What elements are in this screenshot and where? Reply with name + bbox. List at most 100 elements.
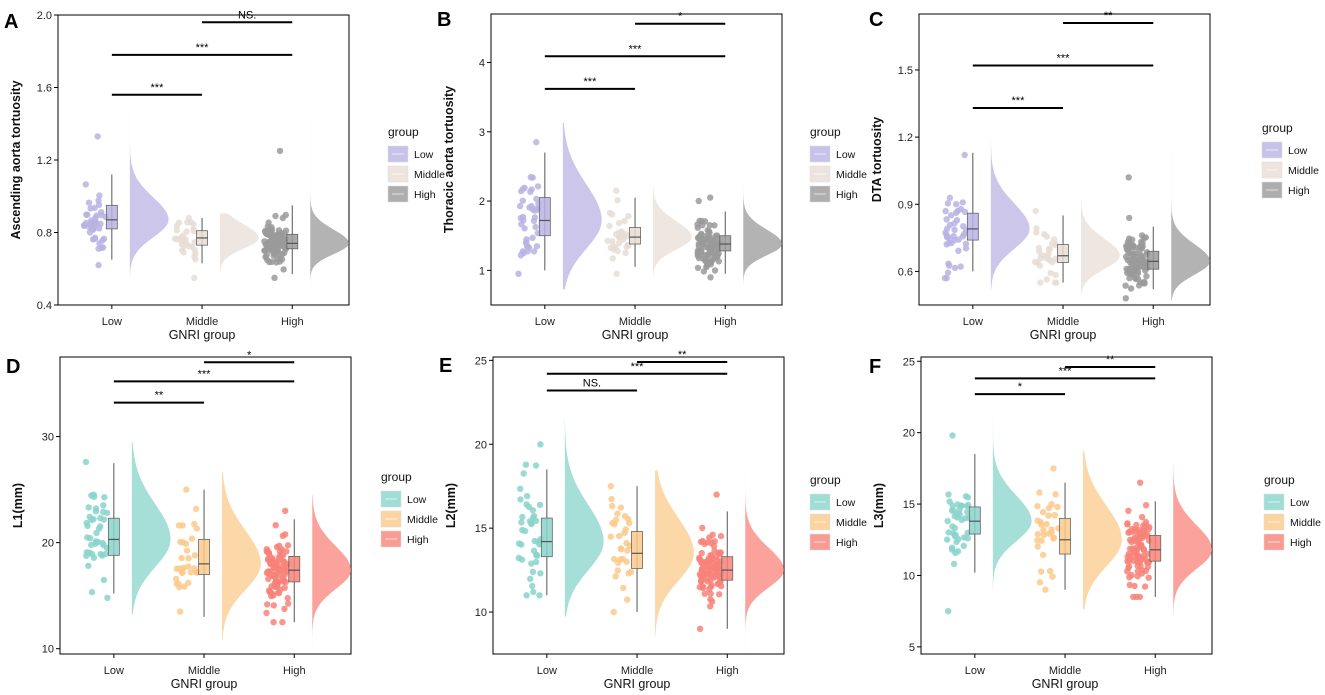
y-tick-label: 5	[909, 642, 915, 654]
data-point	[1141, 583, 1149, 590]
data-point	[943, 216, 950, 223]
panel-letter: E	[439, 355, 452, 377]
data-point	[958, 502, 965, 509]
box-middle	[1057, 244, 1069, 263]
panel-letter: D	[6, 356, 20, 378]
data-point	[625, 212, 632, 220]
box-high	[719, 235, 732, 252]
data-point	[97, 550, 104, 558]
data-point	[604, 237, 611, 245]
data-point	[100, 508, 107, 516]
data-point	[714, 580, 721, 588]
data-point	[1042, 586, 1049, 593]
data-point	[100, 576, 108, 584]
data-point	[951, 237, 958, 244]
data-point	[1128, 538, 1135, 546]
data-point	[1134, 533, 1141, 540]
y-axis-label: Ascending aorta tortuosity	[9, 80, 23, 239]
y-tick-label: 4	[479, 58, 485, 70]
data-point	[537, 570, 544, 577]
panel-letter: A	[4, 11, 18, 33]
data-point	[623, 233, 630, 240]
data-point	[88, 541, 95, 549]
data-point	[185, 563, 192, 570]
y-tick-label: 15	[475, 523, 487, 535]
data-point	[265, 587, 273, 594]
data-point	[530, 217, 538, 224]
data-point	[276, 567, 283, 574]
data-point	[272, 248, 280, 255]
box-low	[966, 212, 979, 241]
violin-low	[992, 410, 1032, 594]
data-point	[191, 274, 198, 281]
data-point	[942, 207, 949, 215]
data-point	[279, 619, 286, 626]
y-tick-label: 25	[475, 355, 487, 367]
y-axis-label: L2(mm)	[444, 483, 458, 528]
data-point	[1036, 579, 1044, 586]
violin-high	[1173, 464, 1212, 617]
data-point	[534, 183, 542, 190]
data-point	[1129, 545, 1136, 552]
data-point	[173, 565, 180, 572]
data-point	[1039, 551, 1047, 559]
y-tick-label: 0.4	[37, 300, 52, 312]
data-point	[953, 217, 961, 224]
data-point	[1125, 564, 1132, 572]
legend-label: Low	[1290, 497, 1310, 509]
data-point	[1038, 537, 1045, 544]
data-point	[261, 247, 268, 254]
x-tick-label: Low	[102, 316, 122, 328]
data-point	[1138, 513, 1146, 521]
significance-label: ***	[584, 76, 598, 88]
x-tick-label: Middle	[619, 316, 651, 328]
data-point	[944, 200, 952, 207]
data-point	[1133, 593, 1140, 601]
violin-high	[745, 472, 784, 654]
data-point	[518, 221, 525, 228]
data-point	[616, 532, 623, 540]
data-point	[713, 491, 720, 498]
data-point	[1140, 527, 1147, 534]
data-point	[1043, 276, 1051, 283]
data-point	[285, 600, 292, 607]
data-point	[1130, 250, 1137, 258]
data-point	[183, 486, 190, 493]
data-point	[87, 205, 94, 212]
data-point	[84, 522, 91, 530]
data-point	[284, 594, 291, 602]
data-point	[951, 264, 959, 272]
legend-label: Middle	[414, 169, 445, 181]
data-point	[707, 234, 714, 242]
data-point	[1126, 214, 1133, 222]
y-axis-label: L1(mm)	[11, 483, 25, 528]
data-point	[531, 537, 538, 545]
x-tick-label: High	[714, 316, 737, 328]
data-point	[960, 542, 967, 549]
box-low	[538, 197, 551, 237]
plot-frame	[920, 356, 1213, 655]
data-point	[945, 608, 952, 615]
data-point	[1034, 543, 1042, 550]
data-point	[524, 248, 531, 255]
data-point	[270, 619, 277, 626]
data-point	[709, 598, 716, 605]
data-point	[515, 270, 522, 277]
data-point	[518, 519, 525, 526]
data-point	[945, 491, 952, 498]
x-tick-label: High	[716, 665, 739, 677]
data-point	[703, 263, 710, 271]
data-point	[1137, 479, 1144, 486]
y-tick-label: 20	[475, 439, 487, 451]
data-point	[533, 552, 541, 559]
plot-area	[515, 418, 784, 654]
significance-label: NS.	[238, 9, 256, 21]
data-point	[706, 229, 713, 236]
x-axis-label: GNRI group	[602, 328, 669, 342]
significance-label: ***	[151, 82, 165, 94]
data-point	[533, 243, 541, 250]
data-point	[522, 527, 529, 535]
data-point	[1125, 507, 1132, 514]
data-point	[614, 197, 621, 204]
data-point	[1037, 568, 1045, 575]
